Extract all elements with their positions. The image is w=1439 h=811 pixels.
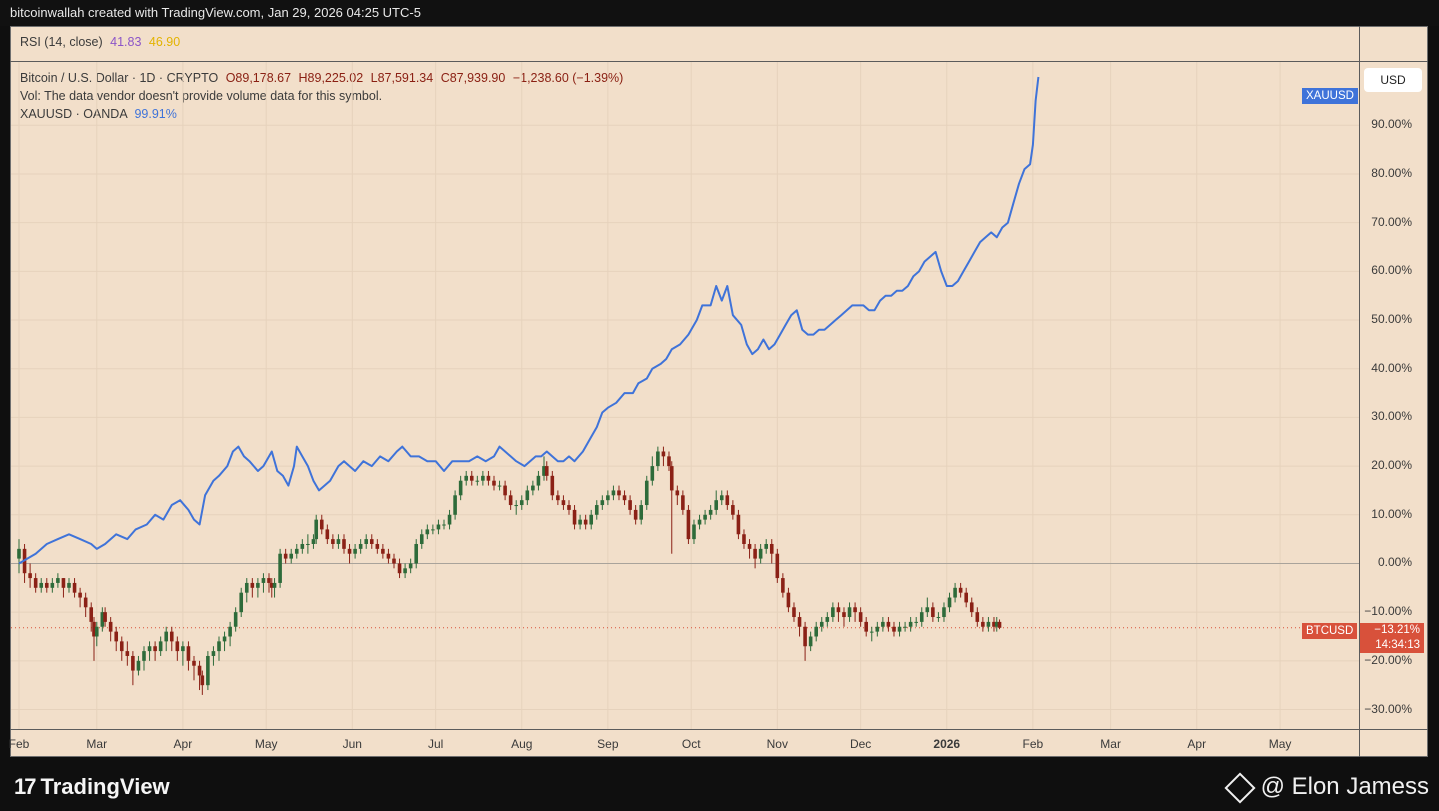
- top-header-bar: bitcoinwallah created with TradingView.c…: [0, 0, 1439, 26]
- rsi-label: RSI (14, close): [20, 35, 103, 49]
- x-tick-label: Apr: [173, 737, 193, 751]
- xau-legend[interactable]: XAUUSD · OANDA 99.91%: [20, 107, 177, 121]
- x-tick-label: Oct: [681, 737, 701, 751]
- btc-tag-value: −13.21%: [1374, 624, 1420, 636]
- y-tick-label: 10.00%: [1371, 506, 1412, 521]
- btc-tag-name: BTCUSD: [1306, 625, 1354, 637]
- y-tick-label: 60.00%: [1371, 263, 1412, 278]
- x-tick-label: Aug: [511, 737, 533, 751]
- y-tick-label: 50.00%: [1371, 312, 1412, 327]
- tradingview-logo-text: TradingView: [40, 774, 170, 799]
- xau-value: 99.91%: [134, 107, 177, 121]
- rsi-pane-divider: [10, 61, 1428, 62]
- x-tick-label: May: [254, 737, 278, 751]
- y-tick-label: −10.00%: [1364, 604, 1412, 619]
- btc-price-tag: BTCUSD: [1302, 623, 1358, 639]
- y-tick-label: 90.00%: [1371, 117, 1412, 132]
- xau-tag-name: XAUUSD: [1306, 90, 1354, 102]
- rsi-ma-value: 46.90: [148, 35, 181, 49]
- y-tick-label: 30.00%: [1371, 409, 1412, 424]
- binance-diamond-icon: [1224, 772, 1256, 804]
- xau-price-tag: XAUUSD: [1302, 88, 1358, 104]
- price-scale-divider: [1359, 26, 1360, 757]
- x-tick-label: May: [1268, 737, 1292, 751]
- xau-symbol-label: XAUUSD · OANDA: [20, 107, 127, 121]
- btc-legend[interactable]: Bitcoin / U.S. Dollar · 1D · CRYPTO O89,…: [20, 71, 623, 85]
- x-tick-label: Jun: [342, 737, 362, 751]
- header-text: bitcoinwallah created with TradingView.c…: [10, 5, 421, 20]
- x-tick-label: Mar: [86, 737, 108, 751]
- author-credit: @ Elon Jamess: [1224, 772, 1429, 804]
- rsi-legend[interactable]: RSI (14, close) 41.83 46.90: [20, 35, 180, 49]
- x-tick-label: Feb: [1022, 737, 1044, 751]
- time-scale-divider: [10, 729, 1428, 730]
- rsi-value: 41.83: [110, 35, 142, 49]
- y-tick-label: 70.00%: [1371, 214, 1412, 229]
- y-tick-label: −30.00%: [1364, 701, 1412, 716]
- y-tick-label: 80.00%: [1371, 165, 1412, 180]
- x-tick-label: Jul: [427, 737, 444, 751]
- open-value: O89,178.67: [225, 71, 292, 85]
- y-tick-label: 40.00%: [1371, 360, 1412, 375]
- x-tick-label: Sep: [597, 737, 619, 751]
- change-value: −1,238.60 (−1.39%): [512, 71, 624, 85]
- x-tick-label: Feb: [8, 737, 30, 751]
- btc-value-tag: −13.21% 14:34:13: [1360, 623, 1424, 653]
- credit-text: @ Elon Jamess: [1260, 773, 1429, 800]
- currency-button[interactable]: USD: [1364, 68, 1422, 92]
- x-tick-label: Apr: [1187, 737, 1207, 751]
- tradingview-logo[interactable]: 17 TradingView: [14, 774, 170, 800]
- btc-tag-timer: 14:34:13: [1375, 639, 1420, 651]
- x-tick-label: Dec: [849, 737, 872, 751]
- x-tick-label: 2026: [933, 737, 961, 751]
- low-value: L87,591.34: [370, 71, 434, 85]
- chart-panel: [10, 26, 1428, 757]
- x-tick-label: Nov: [766, 737, 788, 751]
- volume-note: Vol: The data vendor doesn't provide vol…: [20, 89, 383, 103]
- y-tick-label: 20.00%: [1371, 458, 1412, 473]
- close-value: C87,939.90: [440, 71, 506, 85]
- y-tick-label: −20.00%: [1364, 652, 1412, 667]
- footer-bar: [0, 758, 1439, 811]
- high-value: H89,225.02: [298, 71, 364, 85]
- tradingview-mark-icon: 17: [14, 774, 37, 799]
- btc-symbol-label: Bitcoin / U.S. Dollar · 1D · CRYPTO: [20, 71, 219, 85]
- y-tick-label: 0.00%: [1377, 555, 1412, 570]
- x-tick-label: Mar: [1100, 737, 1121, 751]
